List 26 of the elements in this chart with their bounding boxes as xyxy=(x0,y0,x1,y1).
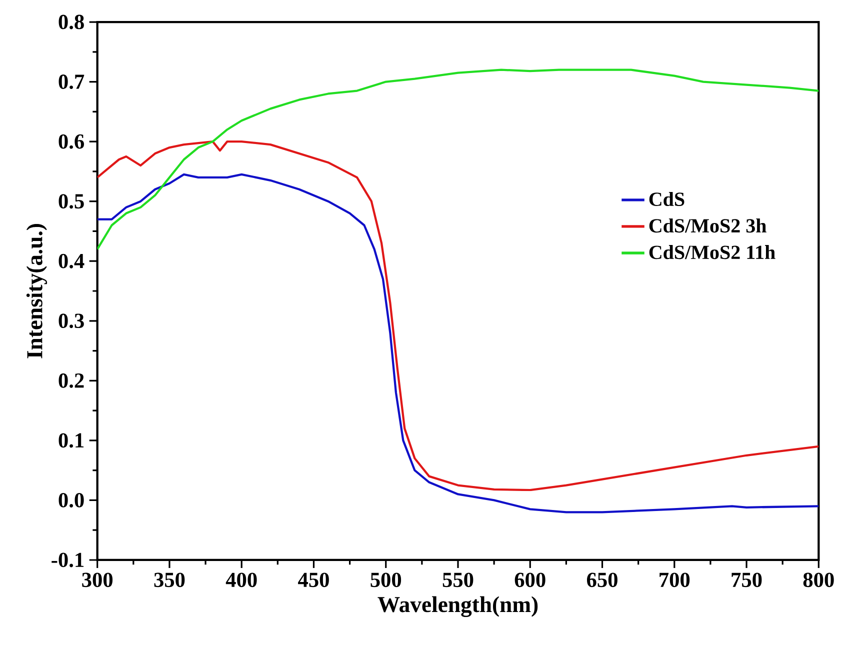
x-tick-label: 300 xyxy=(82,572,113,588)
y-tick-label: 0.7 xyxy=(58,74,84,90)
x-tick-label: 650 xyxy=(586,572,618,588)
y-tick-label: 0.8 xyxy=(58,14,84,30)
y-tick-label: 0.6 xyxy=(58,134,84,149)
x-axis-title: Wavelength(nm) xyxy=(378,596,538,617)
y-tick-label: 0.2 xyxy=(58,373,84,388)
y-tick-label: -0.1 xyxy=(52,552,84,568)
legend-label: CdS/MoS2 3h xyxy=(649,218,766,233)
x-tick-label: 450 xyxy=(298,572,329,588)
x-tick-label: 800 xyxy=(803,572,834,588)
y-tick-label: 0.3 xyxy=(58,314,84,328)
x-tick-label: 550 xyxy=(442,572,474,588)
x-tick-label: 700 xyxy=(660,572,690,588)
legend-label: CdS xyxy=(649,192,684,206)
x-tick-label: 750 xyxy=(732,572,762,588)
x-tick-label: 600 xyxy=(514,572,546,588)
y-axis-title: Intensity(a.u.) xyxy=(26,224,48,358)
x-tick-label: 350 xyxy=(154,572,185,588)
x-tick-label: 500 xyxy=(370,572,402,588)
legend-label: CdS/MoS2 11h xyxy=(649,245,776,260)
x-tick-label: 400 xyxy=(226,572,257,588)
y-tick-label: 0.1 xyxy=(58,433,84,448)
y-tick-label: 0.5 xyxy=(58,194,84,209)
y-tick-label: 0.4 xyxy=(58,254,84,268)
y-tick-label: 0.0 xyxy=(58,492,84,508)
